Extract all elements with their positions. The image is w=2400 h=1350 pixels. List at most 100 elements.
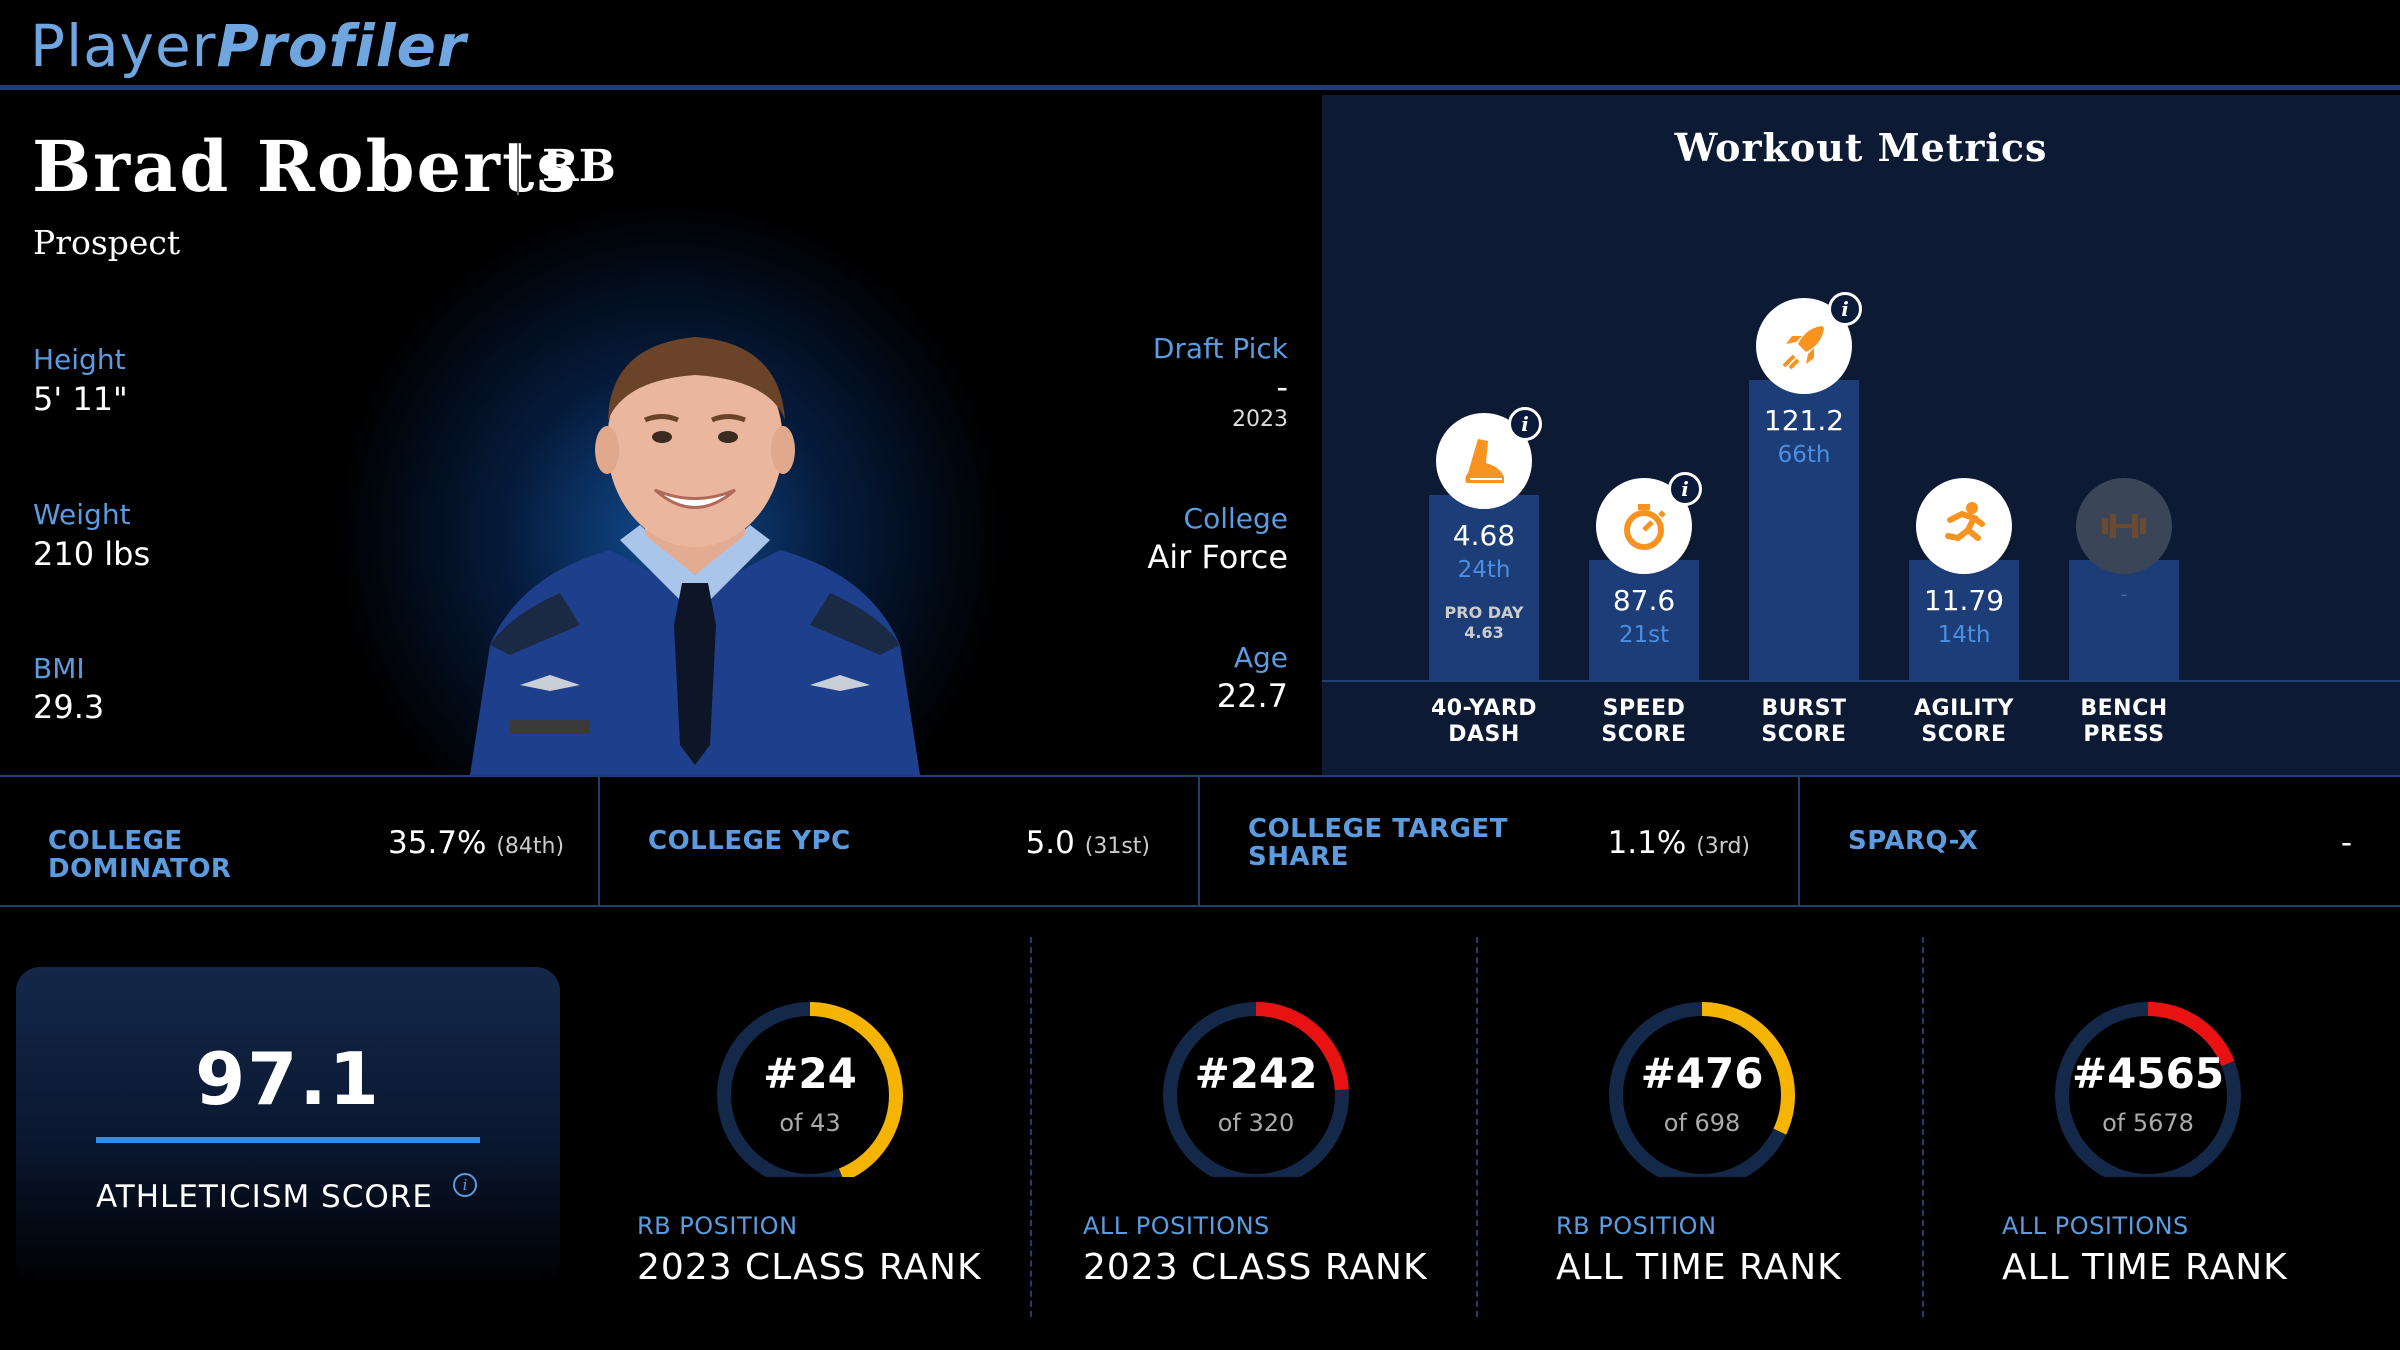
metric-label: BENCH PRESS (2044, 696, 2204, 748)
workout-baseline (1322, 680, 2400, 682)
rank-ring (1163, 1002, 1349, 1177)
info-icon[interactable]: i (1508, 407, 1542, 441)
info-icon[interactable]: i (1668, 472, 1702, 506)
rank-number: #476 (1640, 1049, 1764, 1098)
rank-divider (1476, 937, 1478, 1317)
college-value: Air Force (1147, 538, 1288, 576)
logo[interactable]: PlayerProfiler (30, 14, 467, 78)
metric-label: 40-YARD DASH (1404, 696, 1564, 748)
rank-category: ALL POSITIONS (2002, 1212, 2189, 1240)
metric-label-line1: BENCH (2080, 696, 2168, 721)
height-value: 5' 11" (33, 380, 128, 418)
metric-label-line2: SCORE (1601, 722, 1687, 747)
athleticism-label: ATHLETICISM SCORE (96, 1179, 433, 1215)
stat-number: 1.1% (1607, 825, 1687, 861)
stat-college-ypc: COLLEGE YPC 5.0 (31st) (600, 777, 1200, 905)
draft-year: 2023 (1232, 407, 1288, 432)
metric-label: AGILITY SCORE (1884, 696, 2044, 748)
metric-bar-agility-score[interactable] (1909, 560, 2019, 680)
draft-pick-label: Draft Pick (1152, 332, 1288, 365)
age-label: Age (1233, 641, 1288, 674)
ring-progress (1609, 1002, 1795, 1177)
metric-label-line2: DASH (1448, 722, 1520, 747)
stat-rank: (3rd) (1696, 834, 1750, 859)
metric-label-line1: 40-YARD (1430, 696, 1538, 721)
rank-divider (1030, 937, 1032, 1317)
metric-percentile: 66th (1777, 442, 1831, 468)
stat-number: - (2340, 825, 2352, 861)
metric-percentile: 14th (1937, 622, 1991, 648)
stat-label: COLLEGE TARGET SHARE (1248, 814, 1508, 872)
stat-college-dominator: COLLEGE DOMINATOR 35.7% (84th) (0, 777, 600, 905)
stat-rank: (31st) (1084, 834, 1150, 859)
metric-label-line1: BURST (1761, 696, 1847, 721)
metric-bar-burst-score[interactable] (1749, 380, 1859, 680)
info-icon[interactable]: i (1828, 292, 1862, 326)
metric-label-line2: PRESS (2083, 722, 2165, 747)
metric-value: 87.6 (1612, 584, 1676, 617)
weight-label: Weight (33, 498, 131, 531)
metric-label-line2: SCORE (1761, 722, 1847, 747)
pro-day-label: PRO DAY (1444, 603, 1524, 622)
stat-sparq-x: SPARQ-X - (1800, 777, 2400, 905)
bmi-label: BMI (33, 652, 85, 685)
stat-label: SPARQ-X (1848, 826, 1979, 856)
metric-value: 4.68 (1452, 519, 1516, 552)
stat-label: COLLEGE YPC (648, 826, 851, 856)
player-profile: Brad Roberts RB Prospect Height 5' 11" W… (0, 95, 1320, 775)
metric-value: - (2120, 584, 2128, 605)
college-label: College (1183, 502, 1288, 535)
ring-progress (1163, 1002, 1349, 1177)
stat-value: - (2341, 825, 2352, 861)
metric-bar-bench-press[interactable] (2069, 560, 2179, 680)
metric-bar-40-yard-dash[interactable] (1429, 495, 1539, 680)
metric-percentile: 24th (1457, 557, 1511, 583)
logo-part-profiler: Profiler (216, 12, 467, 80)
player-status: Prospect (33, 223, 181, 262)
rank-category: RB POSITION (1556, 1212, 1717, 1240)
top-bar: PlayerProfiler (0, 0, 2400, 90)
athleticism-score: 97.1 (195, 1037, 381, 1121)
rank-category: RB POSITION (637, 1212, 798, 1240)
rank-number: #4565 (2071, 1049, 2225, 1098)
rank-total: of 5678 (2102, 1109, 2194, 1137)
athleticism-card: 97.1 ATHLETICISM SCORE i (16, 967, 560, 1287)
metric-value: 11.79 (1923, 584, 2005, 617)
rank-title: 2023 CLASS RANK (1083, 1247, 1428, 1288)
metric-bar-speed-score[interactable] (1589, 560, 1699, 680)
height-label: Height (33, 343, 126, 376)
rank-ring (2055, 1002, 2241, 1177)
stat-label: COLLEGE DOMINATOR (48, 826, 232, 884)
info-icon[interactable]: i (453, 1173, 477, 1197)
ring-progress (2055, 1002, 2241, 1177)
rank-title: ALL TIME RANK (1556, 1247, 1842, 1288)
stopwatch-icon (1596, 478, 1692, 574)
rank-number: #242 (1194, 1049, 1318, 1098)
stat-value: 1.1% (3rd) (1608, 825, 1750, 861)
rank-title: 2023 CLASS RANK (637, 1247, 982, 1288)
rank-category: ALL POSITIONS (1083, 1212, 1270, 1240)
rank-card-all-2023-class: #242 of 320 ALL POSITIONS 2023 CLASS RAN… (1066, 937, 1486, 1317)
pro-day-value: 4.63 (1464, 623, 1504, 642)
metric-label-line1: AGILITY (1914, 696, 2014, 721)
stat-college-target-share: COLLEGE TARGET SHARE 1.1% (3rd) (1200, 777, 1800, 905)
college-stats-row: COLLEGE DOMINATOR 35.7% (84th) COLLEGE Y… (0, 775, 2400, 907)
ring-progress (717, 1002, 903, 1177)
stat-rank: (84th) (496, 834, 565, 859)
metric-label-line1: SPEED (1602, 696, 1686, 721)
rank-total: of 320 (1217, 1109, 1295, 1137)
athleticism-underline (96, 1137, 480, 1143)
pro-day-note: PRO DAY 4.63 (1414, 603, 1554, 643)
rank-divider (1922, 937, 1924, 1317)
metric-label-line2: SCORE (1921, 722, 2007, 747)
metric-value: 121.2 (1763, 404, 1845, 437)
workout-title: Workout Metrics (1674, 125, 2048, 170)
rank-ring (1609, 1002, 1795, 1177)
rank-card-all-all-time: #4565 of 5678 ALL POSITIONS ALL TIME RAN… (1958, 937, 2378, 1317)
rank-ring (717, 1002, 903, 1177)
weight-value: 210 lbs (33, 535, 151, 573)
stat-number: 5.0 (1025, 825, 1075, 861)
rank-card-rb-all-time: #476 of 698 RB POSITION ALL TIME RANK (1512, 937, 1932, 1317)
rank-number: #24 (763, 1049, 857, 1098)
barbell-icon (2076, 478, 2172, 574)
